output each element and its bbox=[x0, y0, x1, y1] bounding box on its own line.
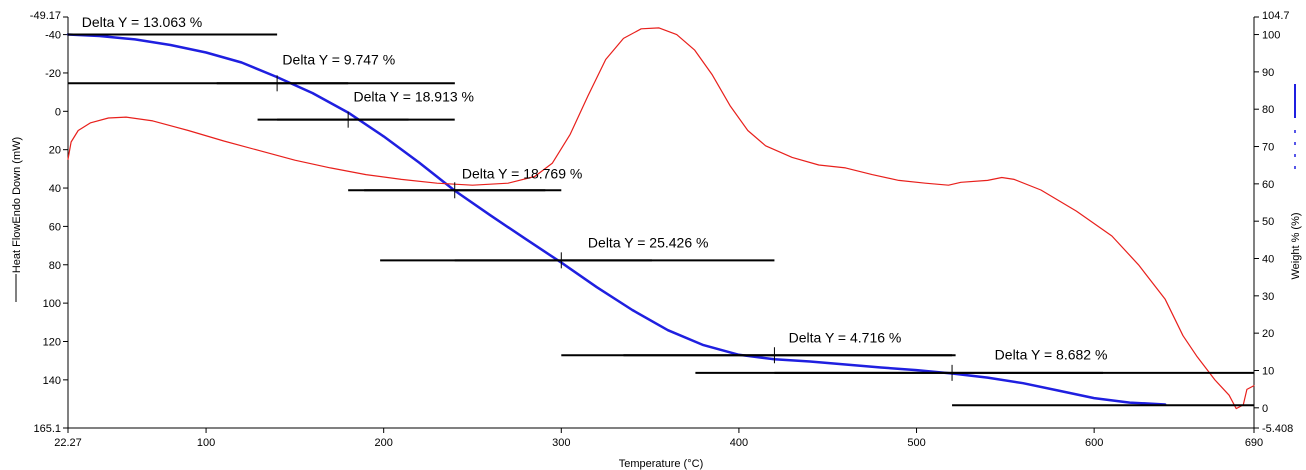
right-y-tick-label: 90 bbox=[1262, 67, 1274, 79]
right-y-tick-label: 104.7 bbox=[1262, 10, 1290, 22]
x-tick-label: 100 bbox=[197, 437, 215, 449]
heat-flow-line bbox=[67, 27, 1255, 410]
x-tick-label: 300 bbox=[552, 437, 570, 449]
x-tick-label: 690 bbox=[1245, 437, 1263, 449]
delta-y-label: Delta Y = 18.769 % bbox=[462, 165, 583, 181]
right-y-tick-label: 40 bbox=[1262, 254, 1274, 266]
left-y-tick-label: 40 bbox=[49, 183, 61, 195]
delta-y-label: Delta Y = 4.716 % bbox=[789, 329, 902, 345]
x-tick-label: 200 bbox=[374, 437, 392, 449]
x-tick-label: 400 bbox=[730, 437, 748, 449]
delta-y-label: Delta Y = 9.747 % bbox=[282, 51, 395, 67]
x-tick-label: 22.27 bbox=[54, 437, 82, 449]
right-y-tick-label: 50 bbox=[1262, 216, 1274, 228]
delta-y-label: Delta Y = 13.063 % bbox=[82, 14, 203, 30]
left-y-tick-label: -40 bbox=[45, 30, 61, 42]
left-y-tick-label: 20 bbox=[49, 145, 61, 157]
left-y-tick-label: -49.17 bbox=[30, 10, 61, 22]
left-y-axis-label: Heat FlowEndo Down (mW) bbox=[11, 137, 23, 273]
right-y-tick-label: 0 bbox=[1262, 403, 1268, 415]
left-y-axis-ticks: -49.17 -40 -20 0 20 40 60 80 100 120 140 165.1 bbox=[30, 10, 68, 435]
left-y-tick-label: 60 bbox=[49, 221, 61, 233]
right-y-tick-label: 70 bbox=[1262, 142, 1274, 154]
left-y-tick-label: 80 bbox=[49, 260, 61, 272]
annotation-layer: Delta Y = 13.063 % Delta Y = 9.747 % Delta… bbox=[67, 14, 1254, 407]
delta-y-label: Delta Y = 8.682 % bbox=[995, 346, 1108, 362]
left-y-tick-label: 140 bbox=[43, 375, 61, 387]
right-y-tick-label: 20 bbox=[1262, 328, 1274, 340]
left-y-tick-label: -20 bbox=[45, 68, 61, 80]
left-y-tick-label: 0 bbox=[55, 106, 61, 118]
series-layer bbox=[66, 27, 1255, 410]
left-y-tick-label: 120 bbox=[43, 336, 61, 348]
left-y-tick-label: 100 bbox=[43, 298, 61, 310]
right-y-axis-label: Weight % (%) bbox=[1290, 212, 1302, 279]
x-axis-ticks: 22.27 100 200 300 400 500 600 690 bbox=[54, 428, 1263, 449]
weight-percent-line bbox=[66, 33, 1167, 406]
right-y-tick-label: 80 bbox=[1262, 104, 1274, 116]
right-y-tick-label: 10 bbox=[1262, 365, 1274, 377]
right-y-tick-label: 30 bbox=[1262, 291, 1274, 303]
x-axis-label: Temperature (°C) bbox=[619, 458, 703, 470]
right-y-tick-label: 100 bbox=[1262, 30, 1280, 42]
right-y-tick-label: -5.408 bbox=[1262, 423, 1293, 435]
delta-y-label: Delta Y = 18.913 % bbox=[353, 89, 474, 105]
x-tick-label: 500 bbox=[907, 437, 925, 449]
left-y-tick-label: 165.1 bbox=[33, 423, 61, 435]
x-tick-label: 600 bbox=[1085, 437, 1103, 449]
plot-frame bbox=[67, 17, 1255, 429]
delta-y-label: Delta Y = 25.426 % bbox=[588, 234, 709, 250]
right-y-tick-label: 60 bbox=[1262, 179, 1274, 191]
